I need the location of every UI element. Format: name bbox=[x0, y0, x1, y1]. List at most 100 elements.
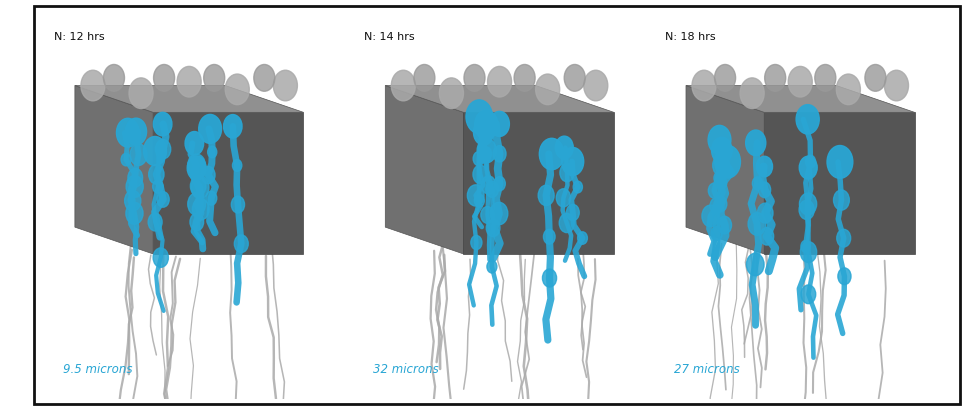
Circle shape bbox=[473, 165, 487, 183]
Circle shape bbox=[759, 228, 773, 245]
Circle shape bbox=[148, 165, 164, 184]
Circle shape bbox=[710, 226, 722, 240]
Circle shape bbox=[152, 180, 163, 193]
Circle shape bbox=[538, 185, 553, 206]
Circle shape bbox=[126, 176, 143, 197]
Circle shape bbox=[191, 176, 208, 198]
Circle shape bbox=[439, 78, 463, 109]
Circle shape bbox=[758, 182, 769, 198]
Circle shape bbox=[477, 139, 496, 163]
Circle shape bbox=[492, 146, 506, 162]
Circle shape bbox=[707, 183, 720, 198]
Circle shape bbox=[714, 64, 735, 91]
Circle shape bbox=[756, 156, 771, 177]
Circle shape bbox=[717, 216, 731, 234]
Circle shape bbox=[764, 64, 785, 91]
Circle shape bbox=[796, 104, 819, 134]
Polygon shape bbox=[75, 86, 303, 112]
Circle shape bbox=[185, 131, 203, 155]
Circle shape bbox=[702, 205, 718, 227]
Circle shape bbox=[391, 70, 415, 101]
Circle shape bbox=[234, 235, 248, 253]
Circle shape bbox=[481, 176, 495, 194]
Circle shape bbox=[80, 70, 105, 101]
Circle shape bbox=[535, 74, 559, 105]
Circle shape bbox=[486, 260, 496, 273]
Circle shape bbox=[835, 74, 860, 105]
Circle shape bbox=[474, 110, 497, 140]
Circle shape bbox=[465, 100, 492, 134]
Circle shape bbox=[814, 64, 835, 91]
Circle shape bbox=[788, 67, 811, 97]
Text: 9.5 microns: 9.5 microns bbox=[63, 364, 132, 376]
Circle shape bbox=[155, 139, 171, 159]
Circle shape bbox=[757, 203, 772, 223]
Circle shape bbox=[747, 213, 766, 235]
Circle shape bbox=[832, 190, 849, 210]
Circle shape bbox=[202, 166, 215, 184]
Polygon shape bbox=[153, 112, 303, 254]
Circle shape bbox=[798, 193, 816, 215]
Circle shape bbox=[190, 176, 205, 196]
Circle shape bbox=[864, 64, 885, 91]
Circle shape bbox=[711, 137, 732, 163]
Polygon shape bbox=[385, 86, 463, 254]
Text: 27 microns: 27 microns bbox=[673, 364, 739, 376]
Circle shape bbox=[577, 232, 587, 244]
Circle shape bbox=[463, 64, 484, 91]
Circle shape bbox=[542, 269, 556, 287]
Circle shape bbox=[800, 240, 809, 252]
Circle shape bbox=[104, 64, 124, 91]
Circle shape bbox=[745, 130, 765, 156]
Circle shape bbox=[798, 156, 816, 179]
Circle shape bbox=[233, 159, 241, 171]
Circle shape bbox=[713, 172, 723, 184]
Circle shape bbox=[481, 207, 493, 223]
Polygon shape bbox=[75, 86, 153, 254]
Circle shape bbox=[707, 125, 731, 154]
Polygon shape bbox=[764, 112, 914, 254]
Circle shape bbox=[487, 67, 511, 97]
Circle shape bbox=[116, 118, 139, 147]
Text: N: 18 hrs: N: 18 hrs bbox=[665, 32, 715, 42]
Text: N: 14 hrs: N: 14 hrs bbox=[363, 32, 415, 42]
Circle shape bbox=[752, 177, 762, 190]
Circle shape bbox=[556, 189, 570, 207]
Circle shape bbox=[470, 235, 482, 250]
Circle shape bbox=[203, 64, 225, 91]
Circle shape bbox=[190, 213, 203, 231]
Circle shape bbox=[539, 138, 564, 170]
Circle shape bbox=[188, 193, 205, 215]
Circle shape bbox=[121, 154, 131, 166]
Circle shape bbox=[473, 151, 484, 166]
Circle shape bbox=[187, 154, 205, 177]
Polygon shape bbox=[463, 112, 613, 254]
Circle shape bbox=[125, 118, 146, 145]
Circle shape bbox=[481, 147, 491, 160]
Circle shape bbox=[157, 192, 169, 207]
Circle shape bbox=[143, 136, 167, 166]
Circle shape bbox=[177, 67, 201, 97]
Circle shape bbox=[884, 70, 908, 101]
Circle shape bbox=[717, 177, 726, 189]
Circle shape bbox=[153, 112, 172, 136]
Circle shape bbox=[712, 154, 729, 176]
Circle shape bbox=[153, 64, 174, 91]
Circle shape bbox=[566, 204, 578, 220]
Circle shape bbox=[493, 176, 505, 191]
Circle shape bbox=[691, 70, 715, 101]
Circle shape bbox=[836, 229, 850, 247]
Circle shape bbox=[799, 242, 816, 262]
Circle shape bbox=[559, 163, 574, 182]
Circle shape bbox=[129, 78, 153, 109]
Circle shape bbox=[827, 146, 852, 178]
Circle shape bbox=[709, 198, 722, 213]
Circle shape bbox=[485, 181, 498, 197]
Circle shape bbox=[205, 191, 216, 205]
Circle shape bbox=[800, 285, 815, 304]
Circle shape bbox=[414, 64, 434, 91]
Circle shape bbox=[192, 199, 209, 220]
Circle shape bbox=[199, 114, 221, 144]
Circle shape bbox=[254, 64, 274, 91]
Circle shape bbox=[583, 70, 608, 101]
